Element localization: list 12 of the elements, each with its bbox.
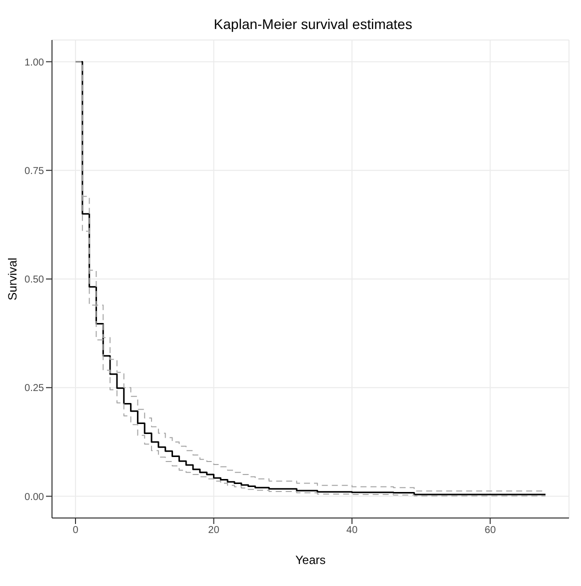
y-tick-label: 0.00 (24, 492, 44, 503)
x-tick-label: 0 (72, 525, 79, 536)
y-tick-label: 1.00 (24, 57, 44, 68)
y-tick-label: 0.25 (24, 383, 44, 394)
y-tick-label: 0.75 (24, 166, 44, 177)
x-axis-title: Years (295, 553, 326, 567)
y-tick-label: 0.50 (24, 274, 44, 286)
x-tick-label: 60 (484, 525, 496, 536)
y-axis-title: Survival (5, 258, 20, 300)
chart-title: Kaplan-Meier survival estimates (212, 16, 414, 32)
x-tick-label: 40 (346, 525, 358, 536)
x-tick-label: 20 (208, 525, 220, 536)
